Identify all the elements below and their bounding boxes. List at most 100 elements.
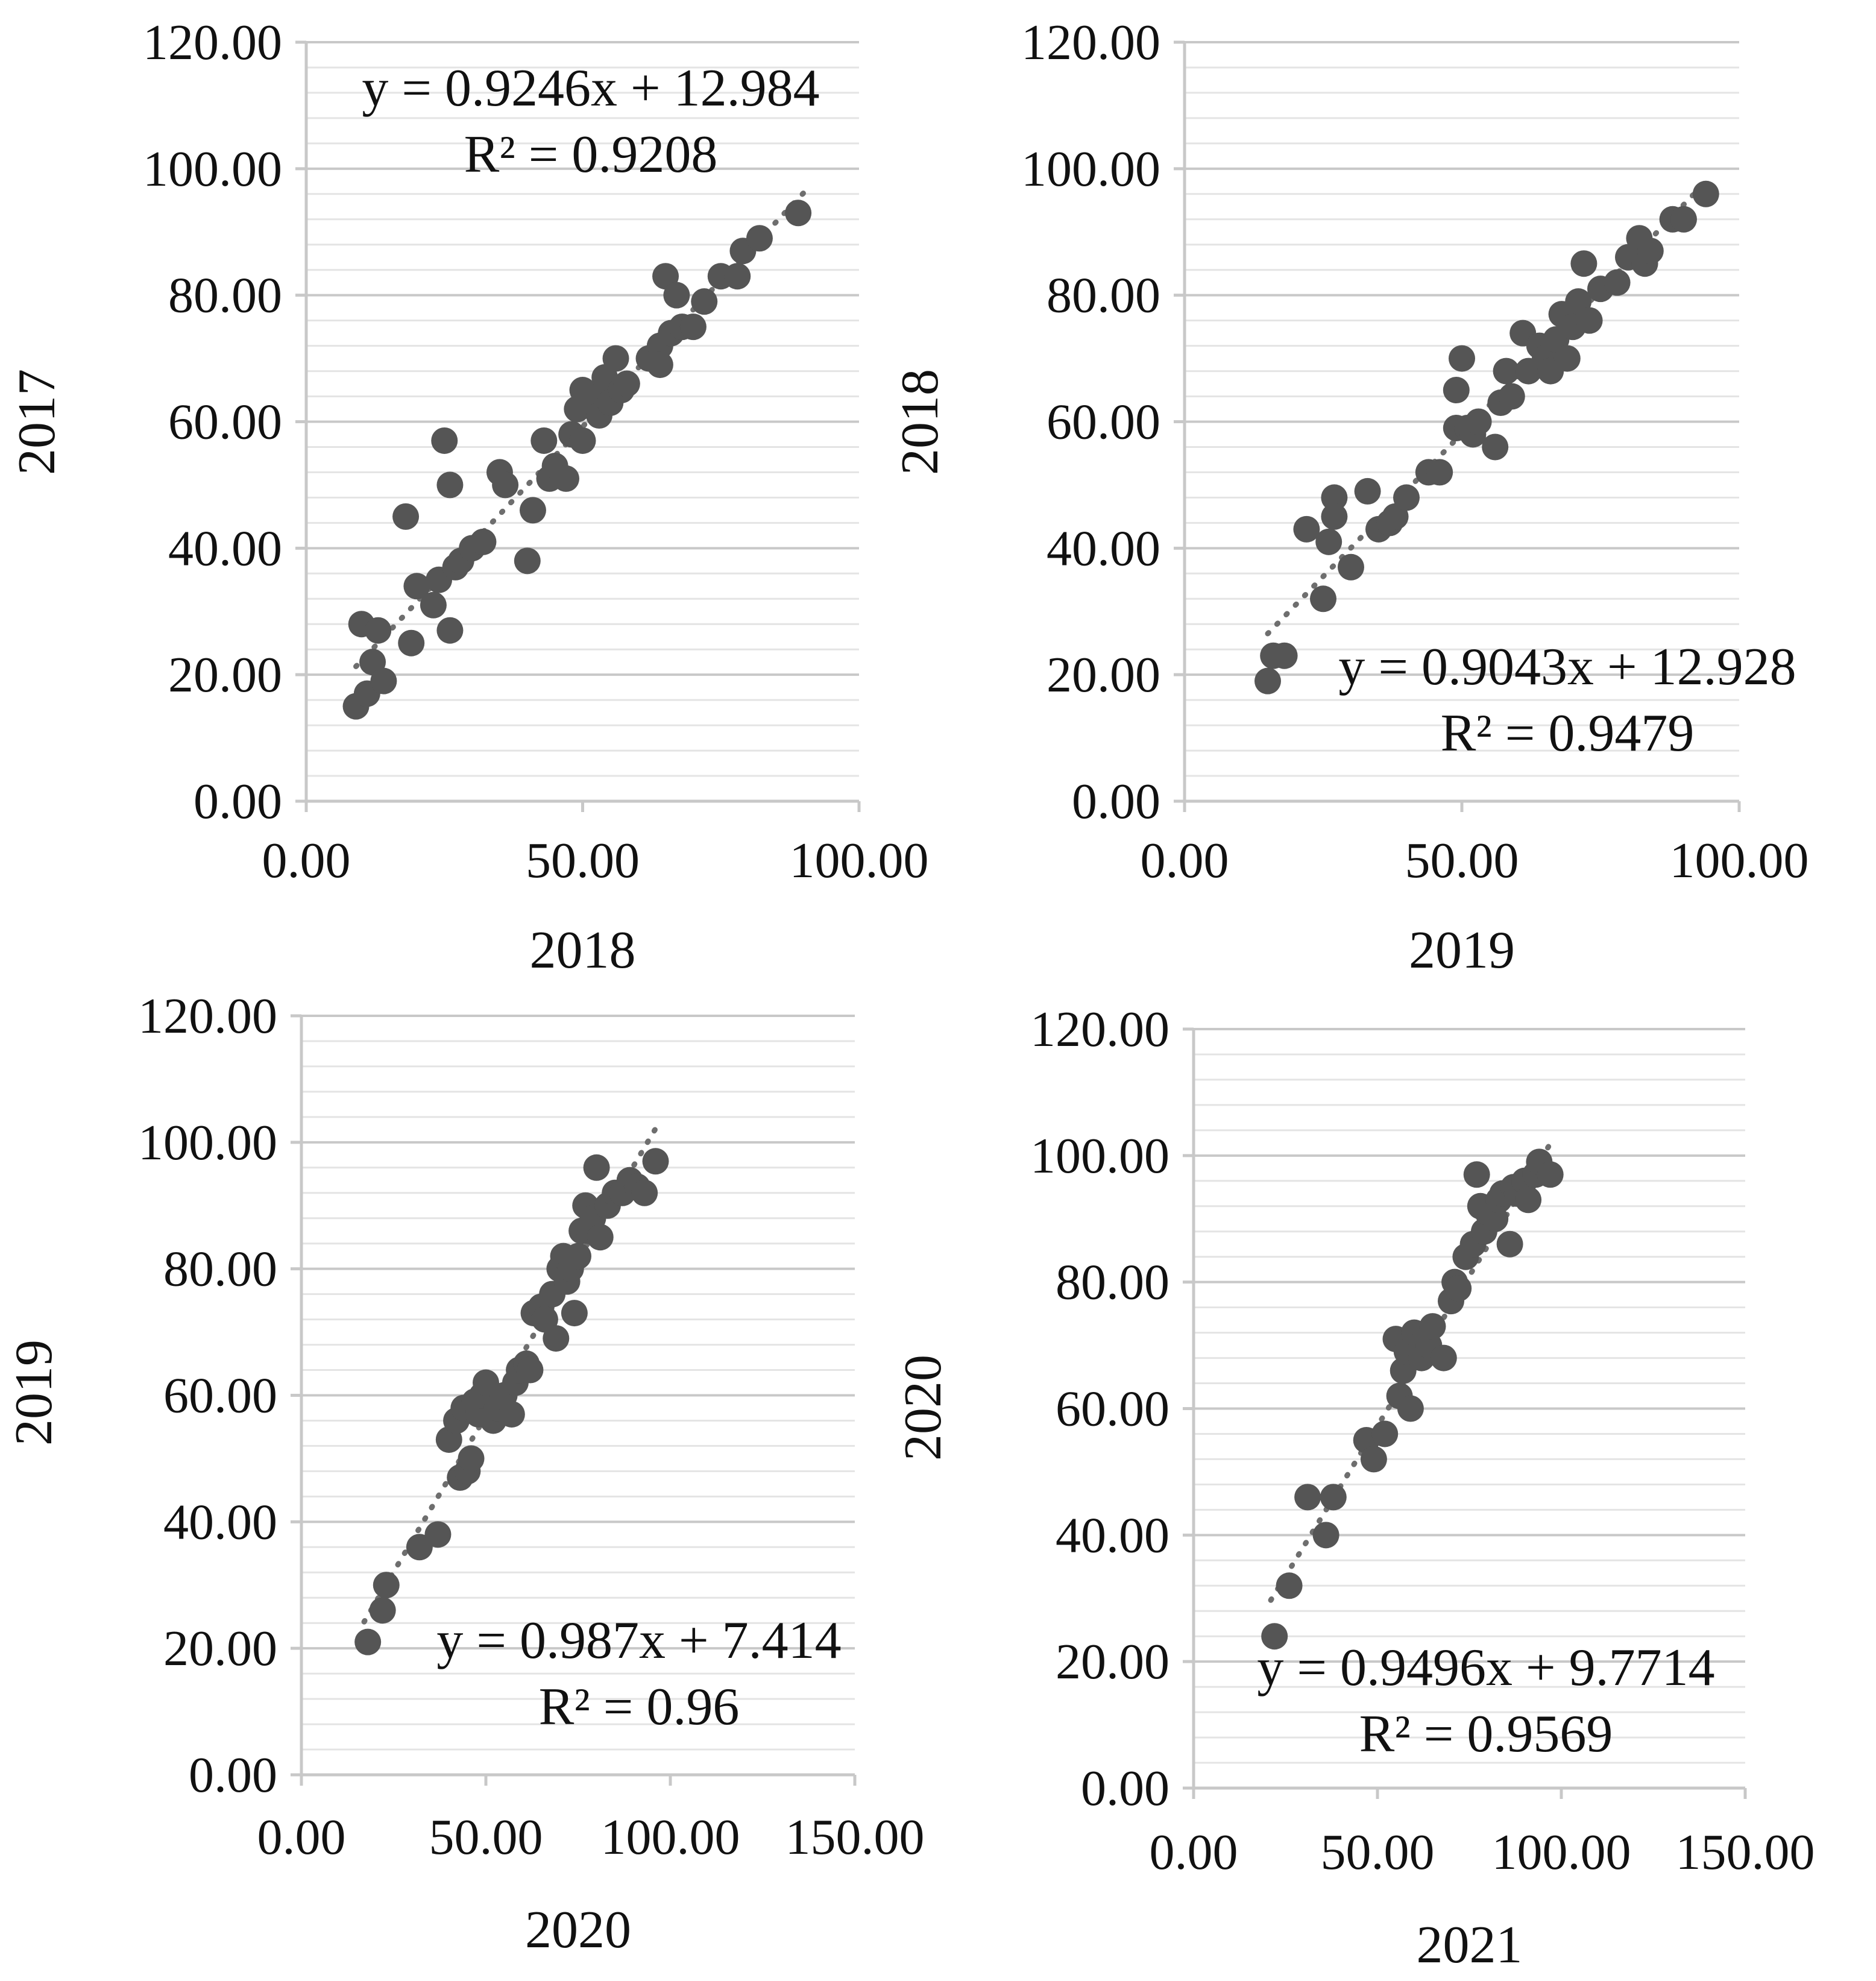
- chart-panel-3: 0.00 20.00 40.00 60.00 80.00 100.00 120.00 0.00…: [5, 988, 925, 1959]
- y-axis-title: 2017: [8, 369, 66, 475]
- data-point: [392, 503, 420, 530]
- data-point: [373, 1572, 400, 1599]
- y-tick-label: 120.00: [1021, 14, 1160, 71]
- data-point: [631, 1179, 658, 1206]
- r-squared-label: R² = 0.9569: [1359, 1705, 1613, 1763]
- trendline-equation: y = 0.9043x + 12.928: [1338, 638, 1796, 696]
- data-point: [724, 263, 751, 290]
- data-point: [1445, 1275, 1472, 1302]
- data-point: [436, 471, 464, 499]
- x-tick-label: 50.00: [429, 1809, 543, 1865]
- y-tick-label: 20.00: [163, 1620, 277, 1677]
- data-point: [420, 591, 447, 619]
- data-point: [1354, 477, 1381, 505]
- x-tick-label: 0.00: [257, 1809, 346, 1865]
- trendline-equation: y = 0.987x + 7.414: [436, 1611, 841, 1670]
- y-tick-label: 80.00: [1056, 1255, 1169, 1311]
- data-point: [1338, 553, 1364, 581]
- data-point: [1254, 667, 1281, 694]
- data-point: [561, 1300, 588, 1327]
- data-point: [517, 1356, 544, 1384]
- data-point: [431, 427, 458, 454]
- data-point: [492, 471, 519, 499]
- data-point: [369, 1597, 396, 1624]
- chart-panel-1: 0.00 20.00 40.00 60.00 80.00 100.00 120.00 0.00…: [8, 14, 929, 980]
- data-point: [565, 1242, 591, 1270]
- y-tick-label: 0.00: [1081, 1760, 1169, 1816]
- data-point: [543, 1325, 570, 1352]
- x-tick-label: 50.00: [526, 833, 640, 889]
- y-tick-label: 120.00: [1030, 1001, 1169, 1057]
- x-axis-title: 2021: [1417, 1916, 1523, 1974]
- data-point: [679, 313, 707, 341]
- data-point: [646, 351, 673, 379]
- data-point: [1482, 433, 1509, 461]
- data-point: [354, 1628, 382, 1655]
- data-point: [587, 1224, 614, 1251]
- y-tick-label: 80.00: [168, 268, 282, 324]
- chart-panel-4: 0.00 20.00 40.00 60.00 80.00 100.00 120.00 0.00…: [894, 1001, 1815, 1974]
- x-axis-title: 2019: [1409, 921, 1515, 980]
- data-point: [1515, 1186, 1542, 1214]
- data-point: [1321, 484, 1348, 511]
- y-tick-label: 80.00: [1047, 268, 1160, 324]
- data-point: [1430, 1344, 1457, 1372]
- trendline-equation: y = 0.9496x + 9.7714: [1257, 1639, 1714, 1697]
- y-tick-label: 40.00: [163, 1494, 277, 1550]
- y-tick-label: 100.00: [143, 141, 282, 197]
- data-point: [370, 667, 397, 694]
- x-tick-label: 100.00: [790, 833, 929, 889]
- x-axis-title: 2020: [525, 1901, 631, 1959]
- data-point: [1312, 1522, 1339, 1549]
- y-axis-title: 2019: [5, 1340, 63, 1446]
- data-point: [519, 497, 546, 524]
- data-point: [1294, 1484, 1321, 1511]
- y-axis-title: 2020: [894, 1355, 952, 1461]
- y-tick-label: 100.00: [138, 1115, 277, 1171]
- data-point: [1570, 250, 1597, 277]
- data-point: [552, 465, 579, 492]
- y-tick-label: 20.00: [1056, 1634, 1169, 1690]
- data-point: [1637, 238, 1664, 265]
- x-tick-label: 100.00: [601, 1809, 740, 1865]
- data-point: [785, 200, 812, 227]
- y-tick-label: 100.00: [1030, 1128, 1169, 1184]
- r-squared-label: R² = 0.9208: [464, 125, 718, 184]
- data-point: [602, 345, 629, 372]
- y-tick-label: 0.00: [1072, 773, 1160, 830]
- data-point: [1576, 307, 1603, 334]
- r-squared-label: R² = 0.96: [539, 1678, 740, 1736]
- data-point: [1393, 484, 1420, 511]
- x-tick-label: 150.00: [1676, 1824, 1815, 1880]
- y-axis-title: 2018: [891, 369, 949, 475]
- data-point: [365, 617, 392, 644]
- x-tick-label: 0.00: [262, 833, 351, 889]
- y-tick-label: 20.00: [168, 647, 282, 703]
- trendline: [1265, 179, 1709, 637]
- data-point: [746, 225, 773, 252]
- data-point: [1553, 345, 1581, 372]
- data-point: [1315, 528, 1342, 555]
- data-point: [1449, 345, 1475, 372]
- y-tick-label: 40.00: [168, 520, 282, 576]
- r-squared-label: R² = 0.9479: [1441, 704, 1695, 763]
- data-point: [1493, 357, 1520, 385]
- data-point: [1261, 1623, 1288, 1650]
- y-tick-label: 40.00: [1056, 1507, 1169, 1563]
- y-tick-label: 20.00: [1047, 647, 1160, 703]
- x-tick-label: 150.00: [785, 1809, 925, 1865]
- y-tick-label: 40.00: [1047, 520, 1160, 576]
- data-point: [1320, 1484, 1347, 1511]
- data-point: [398, 629, 425, 657]
- x-tick-label: 50.00: [1405, 833, 1519, 889]
- data-point: [436, 617, 464, 644]
- data-point: [1293, 515, 1320, 543]
- data-point: [1426, 459, 1453, 486]
- data-point: [1465, 408, 1492, 435]
- x-tick-label: 100.00: [1492, 1824, 1631, 1880]
- data-point: [458, 1445, 485, 1472]
- data-point: [663, 282, 690, 309]
- trendline-equation: y = 0.9246x + 12.984: [362, 59, 819, 118]
- x-tick-label: 0.00: [1141, 833, 1229, 889]
